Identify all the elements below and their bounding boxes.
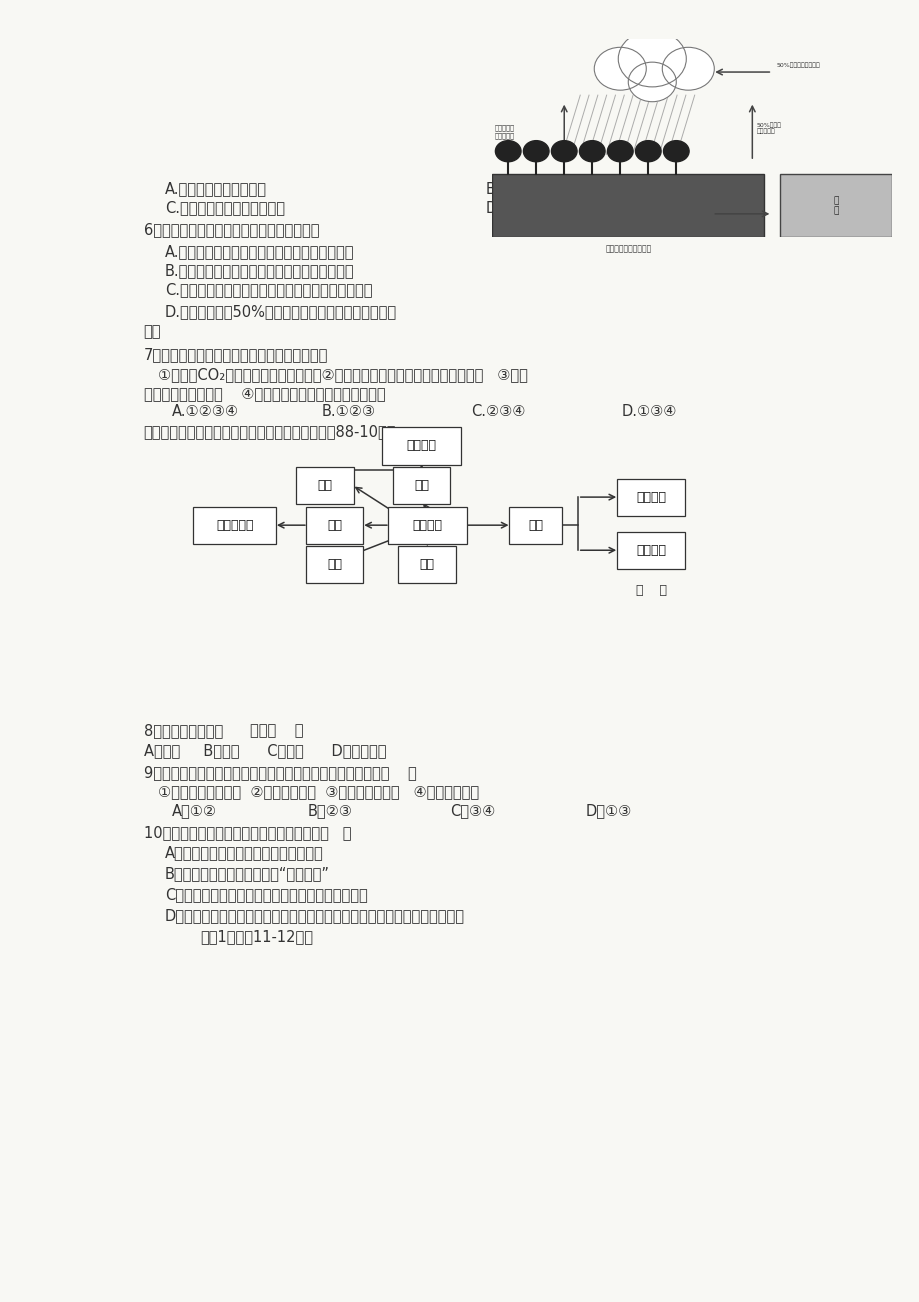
FancyBboxPatch shape — [381, 427, 460, 465]
Circle shape — [607, 141, 632, 161]
Text: ①减轻旱涝灾害威胁  ②增加年径流量  ③改善枯水期水质   ④提高地下水位: ①减轻旱涝灾害威胁 ②增加年径流量 ③改善枯水期水质 ④提高地下水位 — [158, 784, 479, 799]
Text: B.大量水汽被带离了雨林地区，减少当地的降水: B.大量水汽被带离了雨林地区，减少当地的降水 — [165, 263, 354, 279]
Text: 水电: 水电 — [528, 518, 542, 531]
Text: D.①③④: D.①③④ — [620, 404, 675, 419]
Text: C.．调节气候、稳定大气成分: C.．调节气候、稳定大气成分 — [165, 201, 285, 215]
Text: 7．如果亚马孙雨林被毁，将可能造成的影响是: 7．如果亚马孙雨林被毁，将可能造成的影响是 — [143, 346, 327, 362]
FancyBboxPatch shape — [193, 506, 276, 544]
Text: 读表1，回畇11-12题。: 读表1，回畇11-12题。 — [200, 930, 313, 944]
Text: A.雨林是个巨大的储水库，会减少当地的水循环: A.雨林是个巨大的储水库，会减少当地的水循环 — [165, 245, 354, 259]
FancyBboxPatch shape — [305, 506, 363, 544]
Text: 梯级开发: 梯级开发 — [412, 518, 442, 531]
FancyBboxPatch shape — [398, 546, 456, 583]
Text: 海
洋: 海 洋 — [833, 195, 838, 215]
FancyBboxPatch shape — [305, 546, 363, 583]
Text: C.②③④: C.②③④ — [471, 404, 526, 419]
Text: 生态环境将可能恶化    ④雨林地区物种灭绝速率将大大加快: 生态环境将可能恶化 ④雨林地区物种灭绝速率将大大加快 — [143, 385, 385, 401]
Text: D.为降水提供了50%的水汽来源，是当地水循环的重要: D.为降水提供了50%的水汽来源，是当地水循环的重要 — [165, 305, 397, 319]
Text: C．③④: C．③④ — [449, 803, 494, 818]
Text: B．在田纳西河两屸形成一条“工业走廊”: B．在田纳西河两屸形成一条“工业走廊” — [165, 866, 330, 881]
Text: 阅读田纳西河流域的综合开发与治理示意图，完成88-10题。: 阅读田纳西河流域的综合开发与治理示意图，完成88-10题。 — [143, 424, 395, 439]
FancyBboxPatch shape — [296, 466, 354, 504]
Circle shape — [494, 141, 520, 161]
Text: 电力产业: 电力产业 — [635, 544, 665, 557]
Text: B．②③: B．②③ — [307, 803, 352, 818]
Text: 心是（    ）: 心是（ ） — [250, 723, 303, 738]
Text: 50%的大气水来自海洋: 50%的大气水来自海洋 — [776, 62, 819, 68]
Text: B.①②③: B.①②③ — [322, 404, 375, 419]
Text: 8．该河流开发的核: 8．该河流开发的核 — [143, 723, 222, 738]
Text: 环节: 环节 — [143, 324, 161, 339]
Circle shape — [550, 141, 576, 161]
Circle shape — [635, 141, 661, 161]
Text: 雨林是个巨大的储水库: 雨林是个巨大的储水库 — [605, 243, 651, 253]
Text: A．①②: A．①② — [172, 803, 217, 818]
Text: A．根治了洪灾，防洪标准达到千年一遇: A．根治了洪灾，防洪标准达到千年一遇 — [165, 845, 323, 861]
Circle shape — [618, 31, 686, 87]
Text: 旅游: 旅游 — [317, 479, 333, 492]
Text: 50%的大气
水来自雨林: 50%的大气 水来自雨林 — [755, 122, 780, 134]
Text: 第三产业: 第三产业 — [406, 440, 437, 453]
Text: D.．净化空气、吸烟除尘: D.．净化空气、吸烟除尘 — [485, 201, 589, 215]
FancyBboxPatch shape — [392, 466, 450, 504]
Text: A.①②③④: A.①②③④ — [172, 404, 239, 419]
Text: 航运: 航运 — [414, 479, 428, 492]
Text: A.．保持水土、涵养水源: A.．保持水土、涵养水源 — [165, 181, 267, 197]
Text: ①大气中CO₂含量增多，全球气候变暖②全球水循环和水量平衡将受到重大影响   ③当地: ①大气中CO₂含量增多，全球气候变暖②全球水循环和水量平衡将受到重大影响 ③当地 — [158, 367, 528, 381]
Text: A．发电     B．防洪      C．养殖      D．梯级开发: A．发电 B．防洪 C．养殖 D．梯级开发 — [143, 742, 386, 758]
Circle shape — [628, 62, 675, 102]
Text: D．①③: D．①③ — [585, 803, 631, 818]
Circle shape — [594, 47, 645, 90]
Circle shape — [523, 141, 549, 161]
Text: 养殖: 养殖 — [419, 557, 435, 570]
Text: 6．热带雨林对当地水循环的影响主要表现在: 6．热带雨林对当地水循环的影响主要表现在 — [143, 223, 319, 237]
Circle shape — [579, 141, 605, 161]
FancyBboxPatch shape — [617, 479, 685, 516]
Text: 防洪: 防洪 — [327, 518, 342, 531]
Bar — [492, 174, 764, 237]
Text: 农业现代化: 农业现代化 — [216, 518, 254, 531]
Text: 灌溉: 灌溉 — [327, 557, 342, 570]
Text: D．农林牧渔、工业和旅游业都得到迅速发展，但生态环境没有得到明显改善: D．农林牧渔、工业和旅游业都得到迅速发展，但生态环境没有得到明显改善 — [165, 909, 464, 923]
Text: 9．河流上游的梯级开发对中下游地理环境的有利影响主要有（    ）: 9．河流上游的梯级开发对中下游地理环境的有利影响主要有（ ） — [143, 764, 415, 780]
Text: 水分被带离
亚马林地区: 水分被带离 亚马林地区 — [494, 124, 514, 138]
Text: 10．经过综合开发与整治后的田纳西河流域（   ）: 10．经过综合开发与整治后的田纳西河流域（ ） — [143, 825, 351, 840]
Text: C.水循环水汽主要来自海洋，跟热带雨林没什么关系: C.水循环水汽主要来自海洋，跟热带雨林没什么关系 — [165, 283, 372, 298]
FancyBboxPatch shape — [387, 506, 466, 544]
Bar — [779, 174, 891, 237]
FancyBboxPatch shape — [617, 531, 685, 569]
Text: B.．繁衍物种、维护生物多样性: B.．繁衍物种、维护生物多样性 — [485, 181, 614, 197]
FancyBboxPatch shape — [509, 506, 562, 544]
Text: C．农林牧渔得到迅速发展，但工业发展仍较为缓慢: C．农林牧渔得到迅速发展，但工业发展仍较为缓慢 — [165, 887, 368, 902]
Circle shape — [663, 141, 688, 161]
Text: 冶金工业: 冶金工业 — [635, 491, 665, 504]
Circle shape — [662, 47, 713, 90]
Text: （    ）: （ ） — [635, 583, 666, 596]
